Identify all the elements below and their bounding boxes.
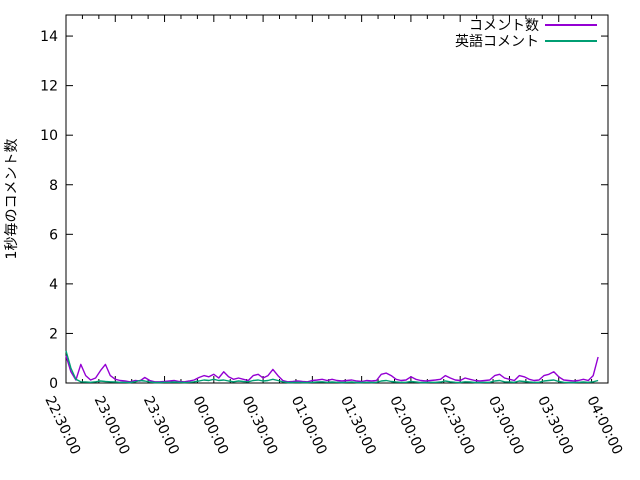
svg-text:23:30:00: 23:30:00	[140, 394, 182, 458]
svg-text:03:30:00: 03:30:00	[534, 394, 576, 458]
svg-text:6: 6	[49, 227, 58, 243]
svg-text:10: 10	[40, 128, 58, 144]
svg-text:03:00:00: 03:00:00	[485, 394, 527, 458]
svg-text:4: 4	[49, 277, 58, 293]
svg-text:0: 0	[49, 376, 58, 392]
legend-line-sample-comments	[545, 23, 597, 26]
svg-text:01:00:00: 01:00:00	[288, 394, 330, 458]
y-axis-label: 1秒毎のコメント数	[4, 138, 20, 260]
legend: コメント数 英語コメント	[455, 17, 597, 50]
svg-text:02:30:00: 02:30:00	[436, 394, 478, 458]
svg-text:01:30:00: 01:30:00	[337, 394, 379, 458]
svg-text:02:00:00: 02:00:00	[386, 394, 428, 458]
legend-item-english-comments: 英語コメント	[455, 33, 597, 50]
svg-text:23:00:00: 23:00:00	[91, 394, 133, 458]
svg-text:00:30:00: 00:30:00	[238, 394, 280, 458]
svg-text:14: 14	[40, 29, 58, 45]
svg-text:22:30:00: 22:30:00	[41, 394, 83, 458]
svg-text:12: 12	[40, 79, 58, 95]
legend-label-english-comments: 英語コメント	[455, 33, 539, 50]
svg-text:04:00:00: 04:00:00	[583, 394, 625, 458]
svg-text:8: 8	[49, 178, 58, 194]
svg-text:2: 2	[49, 326, 58, 342]
legend-item-comments: コメント数	[455, 17, 597, 34]
legend-line-sample-english-comments	[545, 39, 597, 42]
legend-label-comments: コメント数	[469, 17, 539, 34]
svg-text:00:00:00: 00:00:00	[189, 394, 231, 458]
